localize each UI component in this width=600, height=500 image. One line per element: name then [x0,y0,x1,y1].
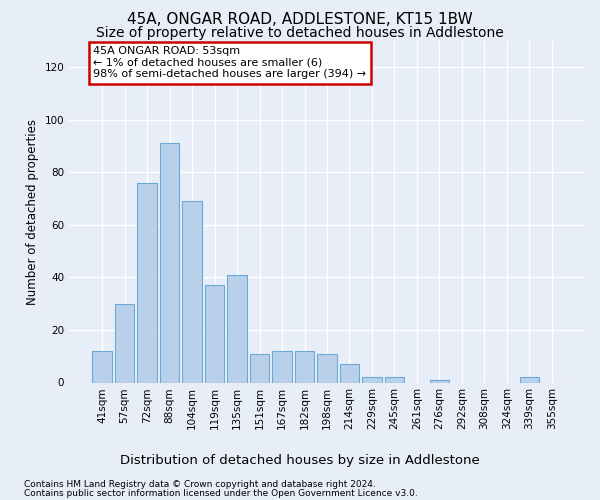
Bar [362,377,382,382]
Bar [92,351,112,382]
Bar [227,275,247,382]
Bar [295,351,314,382]
Bar [160,144,179,382]
Bar [272,351,292,382]
Bar [520,377,539,382]
Text: Size of property relative to detached houses in Addlestone: Size of property relative to detached ho… [96,26,504,40]
Bar [385,377,404,382]
Text: Contains public sector information licensed under the Open Government Licence v3: Contains public sector information licen… [24,489,418,498]
Bar [137,183,157,382]
Y-axis label: Number of detached properties: Number of detached properties [26,118,39,304]
Text: Contains HM Land Registry data © Crown copyright and database right 2024.: Contains HM Land Registry data © Crown c… [24,480,376,489]
Bar [250,354,269,382]
Bar [115,304,134,382]
Bar [205,286,224,382]
Text: 45A ONGAR ROAD: 53sqm
← 1% of detached houses are smaller (6)
98% of semi-detach: 45A ONGAR ROAD: 53sqm ← 1% of detached h… [93,46,366,80]
Bar [182,201,202,382]
Bar [340,364,359,382]
Text: Distribution of detached houses by size in Addlestone: Distribution of detached houses by size … [120,454,480,467]
Bar [430,380,449,382]
Text: 45A, ONGAR ROAD, ADDLESTONE, KT15 1BW: 45A, ONGAR ROAD, ADDLESTONE, KT15 1BW [127,12,473,28]
Bar [317,354,337,382]
